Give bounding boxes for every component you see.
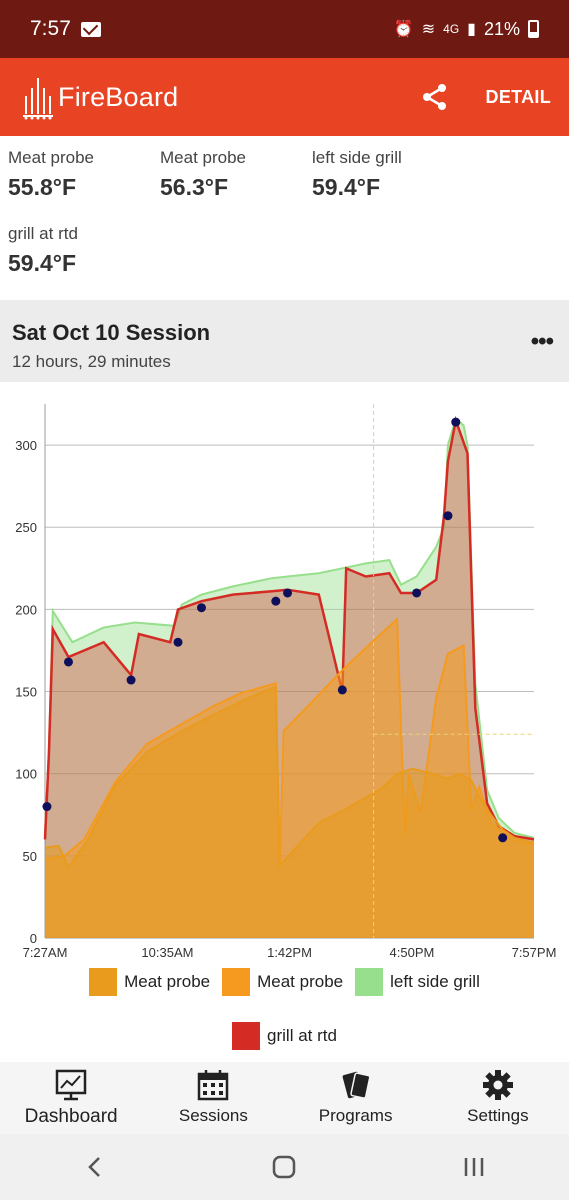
probe-name: Meat probe <box>8 148 94 167</box>
app-logo: FireBoard <box>22 74 178 120</box>
nav-programs[interactable]: Programs <box>285 1062 427 1134</box>
series-area <box>45 686 534 938</box>
recents-icon <box>464 1158 484 1176</box>
y-tick-label: 50 <box>23 849 37 864</box>
status-indicators: ⏰ ≋ 4G ▮ 21% <box>394 19 539 40</box>
session-title: Sat Oct 10 Session <box>12 320 211 345</box>
data-marker <box>42 802 52 812</box>
legend-swatch <box>232 1022 261 1050</box>
share-icon <box>422 84 446 110</box>
chart-legend: Meat probe Meat probe left side grill <box>0 968 569 996</box>
chart-legend-row-2: grill at rtd <box>0 1022 569 1050</box>
legend-item[interactable]: grill at rtd <box>232 1022 337 1050</box>
probe-temperature: 56.3°F <box>160 174 229 200</box>
status-bar: 7:57 ⏰ ≋ 4G ▮ 21% <box>0 0 569 58</box>
y-tick-label: 200 <box>15 602 37 617</box>
data-marker <box>271 596 281 606</box>
more-options-icon[interactable]: ••• <box>530 328 554 355</box>
data-marker <box>196 603 206 613</box>
data-marker <box>283 588 293 598</box>
data-marker <box>443 511 453 521</box>
probe-card[interactable]: Meat probe 56.3°F <box>160 148 310 201</box>
probe-card[interactable]: grill at rtd 59.4°F <box>8 224 158 277</box>
y-tick-label: 250 <box>15 520 37 535</box>
legend-swatch <box>222 968 251 996</box>
data-marker <box>498 833 508 843</box>
series-line <box>44 685 535 870</box>
programs-icon <box>342 1071 371 1099</box>
probe-name: left side grill <box>312 148 402 167</box>
data-marker <box>126 675 136 685</box>
legend-label: grill at rtd <box>267 1026 337 1045</box>
fireboard-logo-icon <box>23 78 53 120</box>
battery-percent: 21% <box>483 18 520 39</box>
y-tick-label: 300 <box>15 438 37 453</box>
data-marker <box>173 637 183 647</box>
nav-label: Dashboard <box>24 1106 118 1127</box>
detail-button[interactable]: DETAIL <box>485 86 551 107</box>
calendar-icon <box>198 1070 229 1101</box>
legend-label: Meat probe <box>257 972 344 991</box>
x-tick-label: 4:50PM <box>390 945 435 960</box>
probe-name: Meat probe <box>160 148 246 167</box>
y-tick-label: 150 <box>15 685 37 700</box>
home-icon <box>273 1155 296 1179</box>
probe-card[interactable]: left side grill 59.4°F <box>312 148 462 201</box>
probe-temperature: 59.4°F <box>8 250 77 276</box>
probe-card[interactable]: Meat probe 55.8°F <box>8 148 158 201</box>
back-button[interactable] <box>75 1147 115 1187</box>
x-tick-label: 7:57PM <box>512 945 557 960</box>
recents-button[interactable] <box>454 1147 494 1187</box>
system-navigation <box>0 1134 569 1200</box>
app-bar: FireBoard DETAIL <box>0 58 569 136</box>
x-tick-label: 10:35AM <box>141 945 193 960</box>
network-type: 4G <box>443 22 460 36</box>
gear-icon <box>482 1070 513 1100</box>
signal-icon: ▮ <box>467 21 476 38</box>
legend-item[interactable]: Meat probe <box>222 968 343 996</box>
y-tick-label: 100 <box>15 767 37 782</box>
probe-temperature: 59.4°F <box>312 174 381 200</box>
legend-label: Meat probe <box>124 972 211 991</box>
probe-name: grill at rtd <box>8 224 78 243</box>
data-marker <box>451 417 461 427</box>
nav-label: Programs <box>318 1106 393 1125</box>
share-button[interactable] <box>418 80 452 114</box>
legend-swatch <box>89 968 118 996</box>
y-tick-label: 0 <box>30 931 37 946</box>
bottom-navigation: Dashboard Sessions Programs <box>0 1062 569 1134</box>
nav-settings[interactable]: Settings <box>427 1062 569 1134</box>
home-button[interactable] <box>264 1147 304 1187</box>
battery-icon <box>528 20 539 38</box>
nav-dashboard[interactable]: Dashboard <box>0 1062 142 1134</box>
x-tick-label: 7:27AM <box>23 945 68 960</box>
back-icon <box>88 1157 100 1177</box>
series-line <box>43 415 535 841</box>
wifi-icon: ≋ <box>421 21 436 38</box>
probe-temperature: 55.8°F <box>8 174 77 200</box>
legend-item[interactable]: Meat probe <box>89 968 210 996</box>
status-time: 7:57 <box>30 17 71 40</box>
session-duration: 12 hours, 29 minutes <box>12 352 171 371</box>
legend-label: left side grill <box>390 972 480 991</box>
alarm-icon: ⏰ <box>393 21 414 38</box>
x-tick-label: 1:42PM <box>267 945 312 960</box>
nav-label: Settings <box>467 1106 529 1125</box>
chart-svg[interactable]: 0 50 100 150 200 250 300 7:27AM 10:35AM 1:42PM 4:5… <box>0 382 569 962</box>
data-marker <box>63 657 73 667</box>
temperature-chart[interactable]: 0 50 100 150 200 250 300 7:27AM 10:35AM 1:42PM 4:5… <box>0 382 569 1062</box>
app-name: FireBoard <box>58 81 179 112</box>
probe-readings: Meat probe 55.8°F Meat probe 56.3°F left… <box>0 136 569 300</box>
session-header: Sat Oct 10 Session 12 hours, 29 minutes … <box>0 300 569 382</box>
data-marker <box>412 588 422 598</box>
legend-item[interactable]: left side grill <box>355 968 480 996</box>
nav-sessions[interactable]: Sessions <box>142 1062 284 1134</box>
data-marker <box>337 685 347 695</box>
dashboard-icon <box>55 1069 87 1101</box>
legend-swatch <box>355 968 384 996</box>
mail-icon <box>80 21 101 37</box>
nav-label: Sessions <box>178 1106 248 1125</box>
